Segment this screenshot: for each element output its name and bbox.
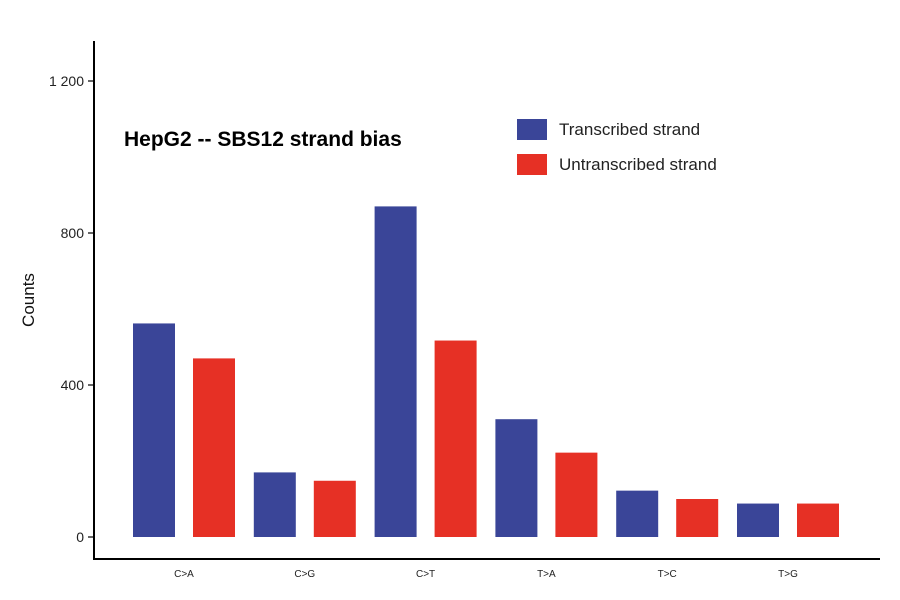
bar-untranscribed xyxy=(555,452,598,537)
x-axis-labels: C>A C>G C>T T>A T>C T>G xyxy=(174,569,798,580)
chart-title: HepG2 -- SBS12 strand bias xyxy=(124,128,402,151)
y-tick-label: 800 xyxy=(61,225,85,241)
x-tick-label: T>C xyxy=(658,569,677,580)
bar-transcribed xyxy=(253,472,296,537)
x-tick-label: C>A xyxy=(174,569,194,580)
bar-transcribed xyxy=(616,490,659,537)
bar-untranscribed xyxy=(797,503,839,537)
legend: Transcribed strand Untranscribed strand xyxy=(517,119,717,175)
y-axis-title: Counts xyxy=(19,273,38,327)
x-tick-label: C>G xyxy=(294,569,315,580)
bar-transcribed xyxy=(133,323,175,537)
legend-swatch xyxy=(517,119,547,140)
bar-untranscribed xyxy=(193,358,235,537)
bar-untranscribed xyxy=(434,340,477,537)
bar-transcribed xyxy=(737,503,779,537)
legend-swatch xyxy=(517,154,547,175)
bar-transcribed xyxy=(495,419,538,537)
y-tick-label: 1 200 xyxy=(49,73,84,89)
y-axis-ticks: 0 400 800 1 200 xyxy=(49,73,94,545)
x-tick-label: T>A xyxy=(537,569,556,580)
bar-transcribed xyxy=(374,206,417,537)
x-tick-label: T>G xyxy=(778,569,798,580)
x-tick-label: C>T xyxy=(416,569,435,580)
bar-untranscribed xyxy=(313,480,356,537)
y-tick-label: 0 xyxy=(76,529,84,545)
y-tick-label: 400 xyxy=(61,377,85,393)
legend-label: Untranscribed strand xyxy=(559,155,717,174)
bar-untranscribed xyxy=(676,499,719,537)
bars-group xyxy=(133,206,839,537)
legend-label: Transcribed strand xyxy=(559,120,700,139)
